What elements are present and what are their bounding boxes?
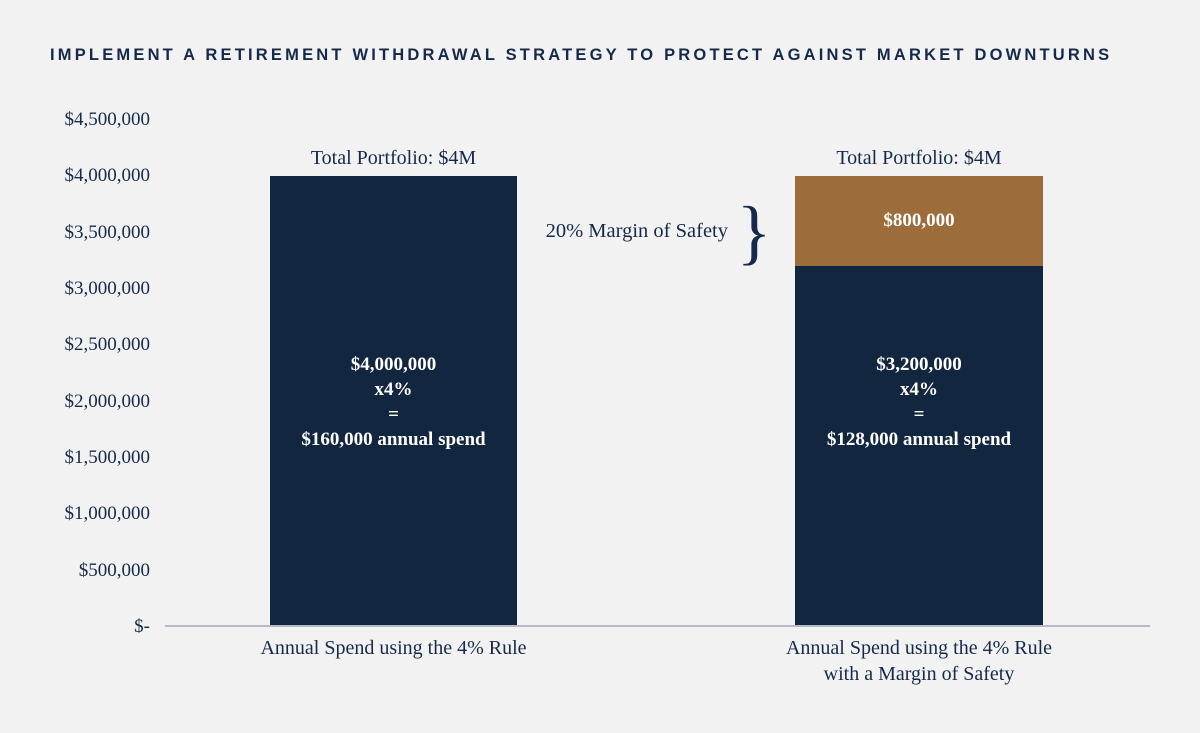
calc-line-rate: x4% xyxy=(374,379,413,400)
x-label-line: Annual Spend using the 4% Rule xyxy=(785,637,1053,659)
bar-calculation-right: $3,200,000 x4% = $128,000 annual spend xyxy=(795,352,1043,452)
x-axis-label-left: Annual Spend using the 4% Rule xyxy=(233,635,554,661)
calc-line-result: $128,000 annual spend xyxy=(826,429,1012,450)
y-tick-label: $4,500,000 xyxy=(64,109,151,130)
y-tick-label: $3,500,000 xyxy=(64,221,151,243)
y-tick-label: $3,000,000 xyxy=(64,278,151,299)
curly-brace-icon: } xyxy=(736,192,772,272)
bar-annual-spend-with-margin: $800,000 $3,200,000 x4% = $128,000 annua… xyxy=(795,176,1043,627)
margin-amount-label: $800,000 xyxy=(883,210,955,231)
y-tick-label: $1,500,000 xyxy=(64,447,151,468)
y-tick-label: $2,500,000 xyxy=(64,334,151,356)
total-portfolio-label-right: Total Portfolio: $4M xyxy=(836,147,1002,169)
portfolio-segment xyxy=(795,266,1043,627)
y-tick-label: $2,000,000 xyxy=(64,390,151,412)
x-label-line: Annual Spend using the 4% Rule xyxy=(260,637,527,659)
y-tick-label: $1,000,000 xyxy=(64,503,151,525)
margin-of-safety-segment: $800,000 xyxy=(795,176,1043,266)
calc-line-portfolio: $3,200,000 xyxy=(876,354,962,375)
y-tick-label: $500,000 xyxy=(78,559,150,581)
calc-line-equals: = xyxy=(913,404,925,425)
calc-line-equals: = xyxy=(388,404,399,425)
x-label-line: with a Margin of Safety xyxy=(823,663,1015,685)
x-axis-line xyxy=(165,625,1150,627)
calc-line-result: $160,000 annual spend xyxy=(301,429,486,450)
calc-line-rate: x4% xyxy=(900,379,938,400)
total-portfolio-label-left: Total Portfolio: $4M xyxy=(310,147,477,169)
margin-of-safety-annotation: 20% Margin of Safety xyxy=(545,220,728,242)
y-tick-label: $- xyxy=(134,616,150,637)
x-axis-label-right: Annual Spend using the 4% Rule with a Ma… xyxy=(758,635,1080,687)
bar-calculation-left: $4,000,000 x4% = $160,000 annual spend xyxy=(270,352,517,452)
calc-line-portfolio: $4,000,000 xyxy=(350,354,437,375)
chart-title: IMPLEMENT A RETIREMENT WITHDRAWAL STRATE… xyxy=(50,46,1113,64)
y-tick-label: $4,000,000 xyxy=(64,165,151,187)
bar-annual-spend-4pct-rule: $4,000,000 x4% = $160,000 annual spend xyxy=(270,176,517,627)
